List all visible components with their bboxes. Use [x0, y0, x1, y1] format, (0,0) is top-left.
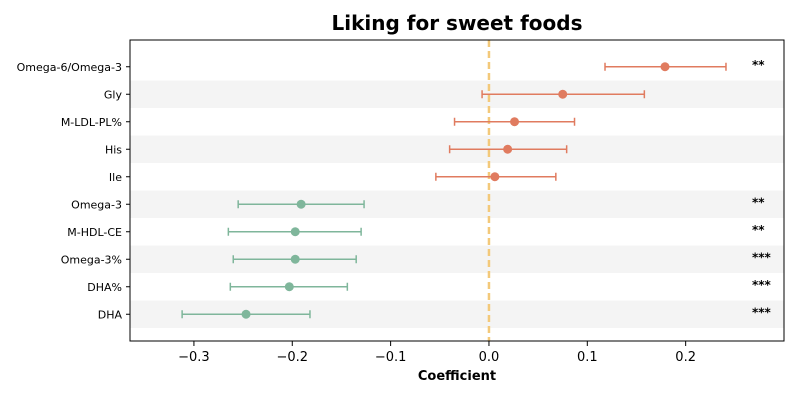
- x-tick-label: 0.1: [577, 350, 598, 365]
- y-axis-labels: Omega-6/Omega-3 Gly M-LDL-PL% His Ile Omega-3…: [17, 61, 123, 322]
- significance-labels: ***************: [752, 58, 772, 320]
- y-tick-label: M-LDL-PL%: [61, 116, 122, 129]
- x-axis-ticks: −0.3 −0.2 −0.1 0.0 0.1 0.2: [178, 341, 696, 365]
- y-tick-label: Omega-6/Omega-3: [17, 61, 122, 74]
- y-tick-label: Gly: [104, 88, 123, 101]
- x-tick-label: −0.3: [178, 350, 210, 365]
- data-point: [503, 144, 513, 154]
- data-point: [284, 282, 294, 292]
- significance-label: **: [752, 195, 765, 209]
- data-point: [490, 172, 500, 182]
- significance-label: **: [752, 58, 765, 72]
- data-point: [290, 254, 300, 264]
- y-tick-label: DHA%: [87, 281, 122, 294]
- data-point: [241, 309, 251, 319]
- plot-frame: [129, 39, 785, 342]
- data-point: [290, 227, 300, 237]
- data-marks: [181, 62, 727, 319]
- y-tick-label: Ile: [109, 171, 122, 184]
- significance-label: **: [752, 223, 765, 237]
- significance-label: ***: [752, 250, 772, 264]
- axes: [126, 39, 785, 342]
- x-tick-label: 0.0: [479, 350, 500, 365]
- y-tick-label: Omega-3: [71, 198, 122, 211]
- chart-title: Liking for sweet foods: [332, 11, 583, 35]
- x-tick-label: −0.1: [375, 350, 407, 365]
- row-band: [130, 190, 784, 218]
- y-tick-label: DHA: [98, 308, 123, 321]
- data-point: [296, 199, 306, 209]
- row-band: [130, 245, 784, 273]
- x-tick-label: −0.2: [276, 350, 308, 365]
- x-tick-label: 0.2: [675, 350, 696, 365]
- significance-label: ***: [752, 305, 772, 319]
- significance-label: ***: [752, 278, 772, 292]
- data-point: [558, 89, 568, 99]
- y-tick-label: Omega-3%: [61, 253, 122, 266]
- row-band: [130, 80, 784, 108]
- data-point: [660, 62, 670, 72]
- y-tick-label: M-HDL-CE: [67, 226, 122, 239]
- data-point: [510, 117, 520, 127]
- y-tick-label: His: [105, 143, 122, 156]
- x-axis-label: Coefficient: [418, 369, 496, 384]
- row-bands: [130, 80, 784, 328]
